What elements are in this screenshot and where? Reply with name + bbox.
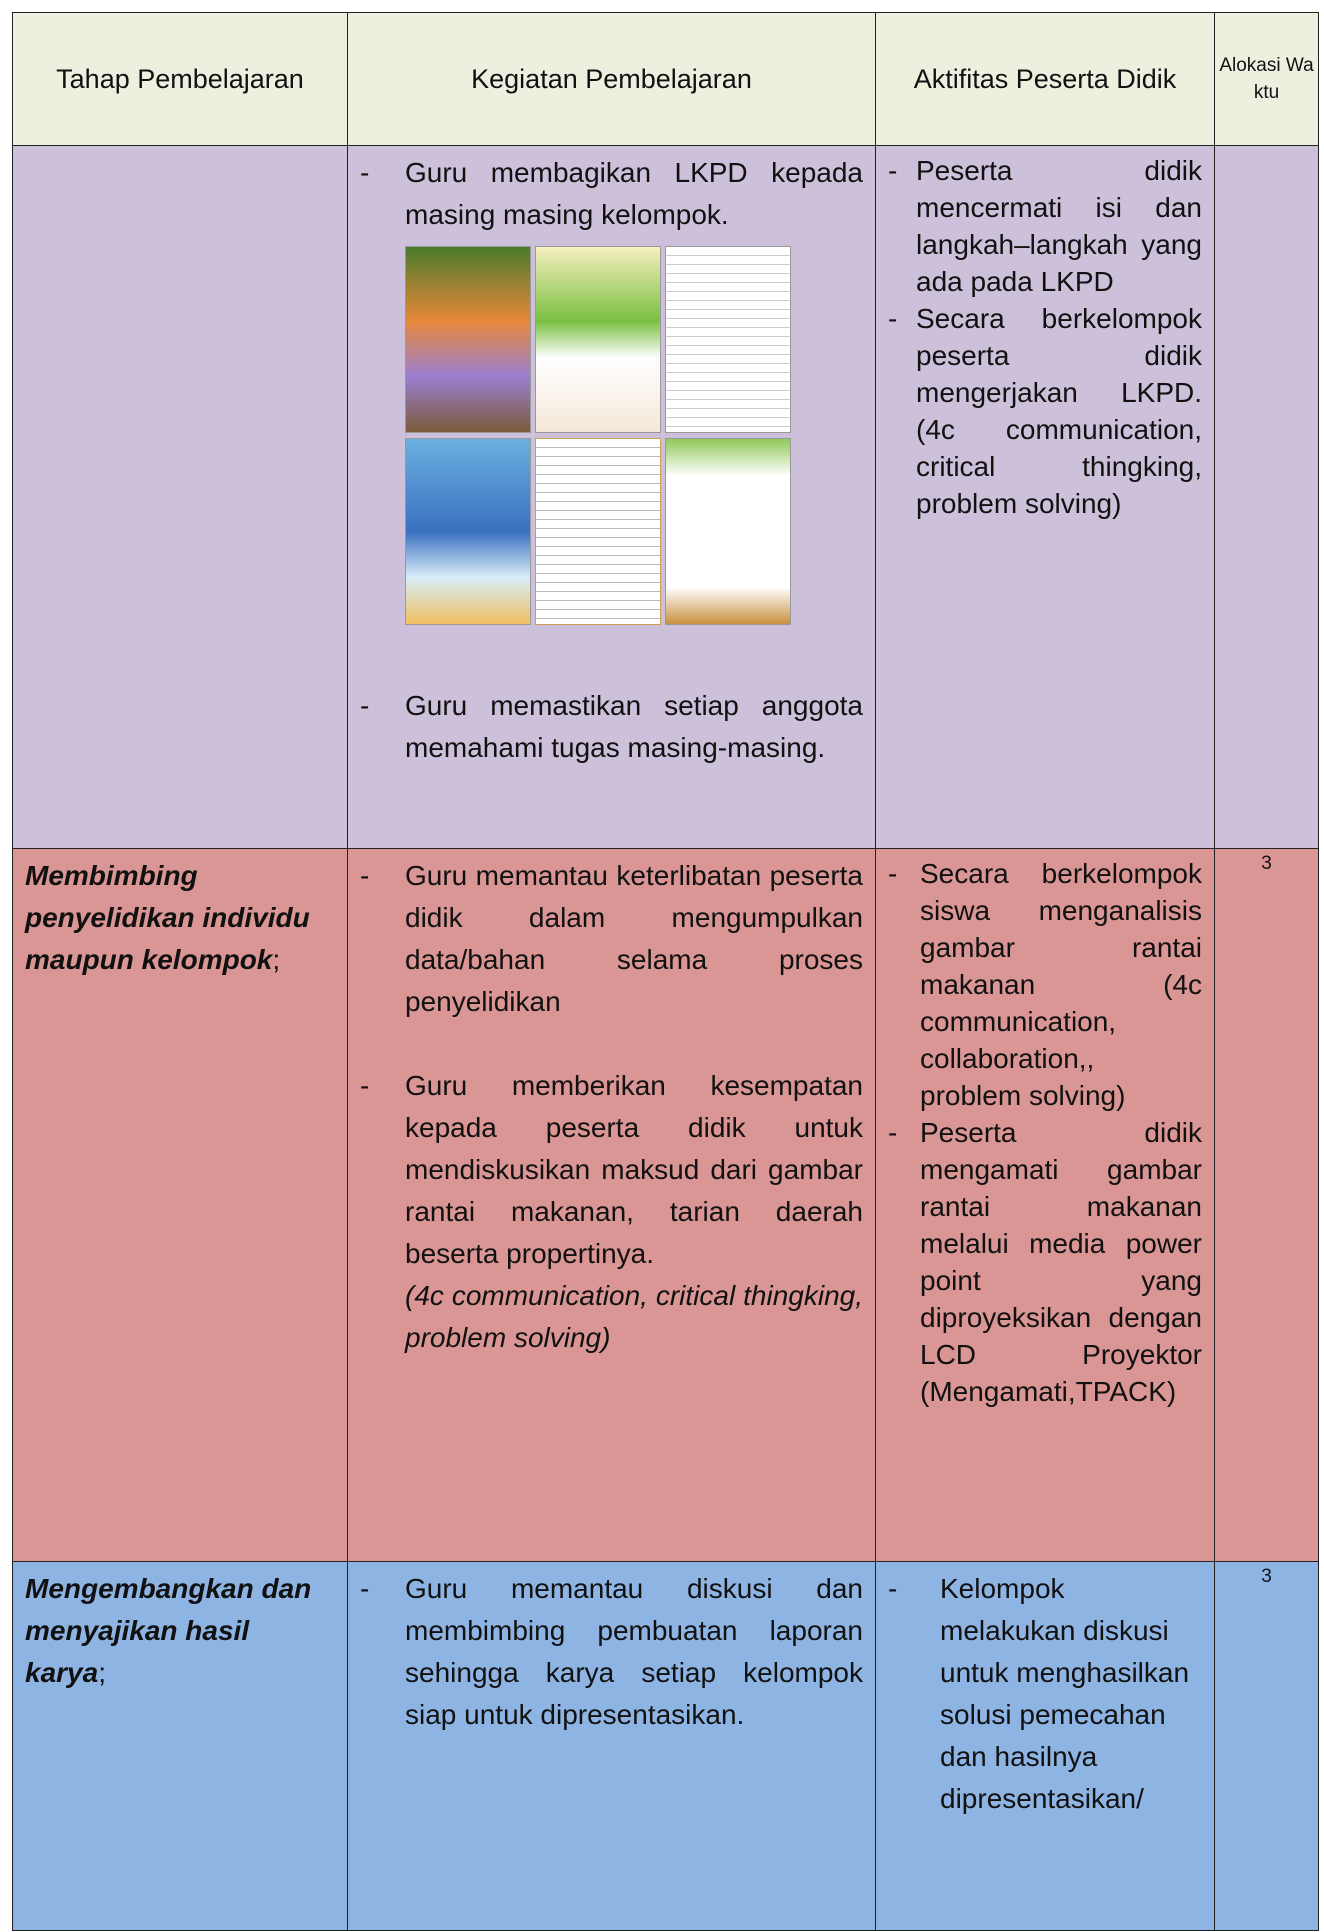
row: Membimbing penyelidikan individu maupun … (12, 848, 1319, 1562)
stage-punct: ; (98, 1657, 106, 1688)
stage: Mengembangkan dan menyajikan hasil karya (25, 1573, 312, 1688)
activity-note: (4c communication, critical thingking, p… (405, 1280, 863, 1353)
activity: Guru memberikan kesempatan kepada pesert… (360, 1065, 863, 1359)
worksheet-images (405, 246, 863, 625)
activity-text: Guru memberikan kesempatan kepada pesert… (405, 1070, 863, 1269)
student-activity: Secara berkelompok siswa menganalisis ga… (888, 855, 1202, 1114)
stage-cell (12, 145, 348, 849)
activity-cell: Guru membagikan LKPD kepada masing masin… (347, 145, 876, 849)
activity: Guru memantau keterlibatan peserta didik… (360, 855, 863, 1023)
student-activity: Kelompok melakukan diskusi untuk menghas… (888, 1568, 1202, 1820)
activity-cell: Guru memantau diskusi dan membimbing pem… (347, 1561, 876, 1931)
student-activity: Peserta didik mencermati isi dan langkah… (888, 152, 1202, 300)
time-cell: 3 (1214, 1561, 1319, 1931)
header-cell: Aktifitas Peserta Didik (875, 12, 1215, 146)
stage-cell: Mengembangkan dan menyajikan hasil karya… (12, 1561, 348, 1931)
header-cell: Alokasi Waktu (1214, 12, 1319, 146)
student-cell: Peserta didik mencermati isi dan langkah… (875, 145, 1215, 849)
student-activity: Secara berkelompok peserta didik mengerj… (888, 300, 1202, 522)
stage-punct: ; (272, 944, 281, 975)
stage: Membimbing penyelidikan individu maupun … (25, 860, 310, 975)
time-cell (1214, 145, 1319, 849)
stage-cell: Membimbing penyelidikan individu maupun … (12, 848, 348, 1562)
lesson-table: Tahap Pembelajaran Kegiatan Pembelajaran… (12, 12, 1319, 1931)
activity: Guru memantau diskusi dan membimbing pem… (360, 1568, 863, 1736)
student-cell: Secara berkelompok siswa menganalisis ga… (875, 848, 1215, 1562)
header-row: Tahap Pembelajaran Kegiatan Pembelajaran… (12, 12, 1319, 146)
time-cell: 3 (1214, 848, 1319, 1562)
activity: Guru membagikan LKPD kepada masing masin… (360, 152, 863, 236)
activity-cell: Guru memantau keterlibatan peserta didik… (347, 848, 876, 1562)
header-cell: Tahap Pembelajaran (12, 12, 348, 146)
student-activity: Peserta didik mengamati gambar rantai ma… (888, 1114, 1202, 1410)
activity: Guru memastikan setiap anggota memahami … (360, 685, 863, 769)
header-cell: Kegiatan Pembelajaran (347, 12, 876, 146)
student-cell: Kelompok melakukan diskusi untuk menghas… (875, 1561, 1215, 1931)
row: Guru membagikan LKPD kepada masing masin… (12, 145, 1319, 849)
row: Mengembangkan dan menyajikan hasil karya… (12, 1561, 1319, 1931)
